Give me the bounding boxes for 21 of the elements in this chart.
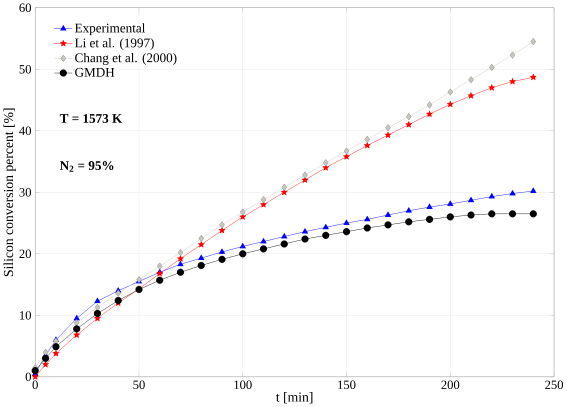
y-tick-label: 10 <box>20 311 32 320</box>
x-tick-label: 100 <box>234 380 252 390</box>
legend-label: Chang et al. (2000) <box>75 53 176 66</box>
legend-label: Experimental <box>74 23 146 36</box>
x-axis-title: t [min] <box>276 392 312 404</box>
annotation: N$_{2}$ = 95% <box>60 161 114 172</box>
x-tick-label: 150 <box>338 380 356 390</box>
x-tick-label: 200 <box>441 380 460 390</box>
y-tick-label: 60 <box>19 4 32 12</box>
x-tick-label: 250 <box>545 380 564 390</box>
legend-label: Li et al. (1997) <box>74 38 154 50</box>
legend-label: GMDH <box>75 68 114 77</box>
y-axis-title: Silicon conversion percent [%] <box>4 108 16 276</box>
x-tick-label: 0 <box>32 380 38 390</box>
x-tick-label: 50 <box>133 380 145 390</box>
y-tick-label: 0 <box>26 372 32 382</box>
y-tick-label: 20 <box>19 250 32 258</box>
y-tick-label: 50 <box>20 65 32 74</box>
y-tick-label: 30 <box>19 188 32 197</box>
y-tick-label: 40 <box>19 126 32 136</box>
annotation: T = 1573 K <box>60 114 122 123</box>
